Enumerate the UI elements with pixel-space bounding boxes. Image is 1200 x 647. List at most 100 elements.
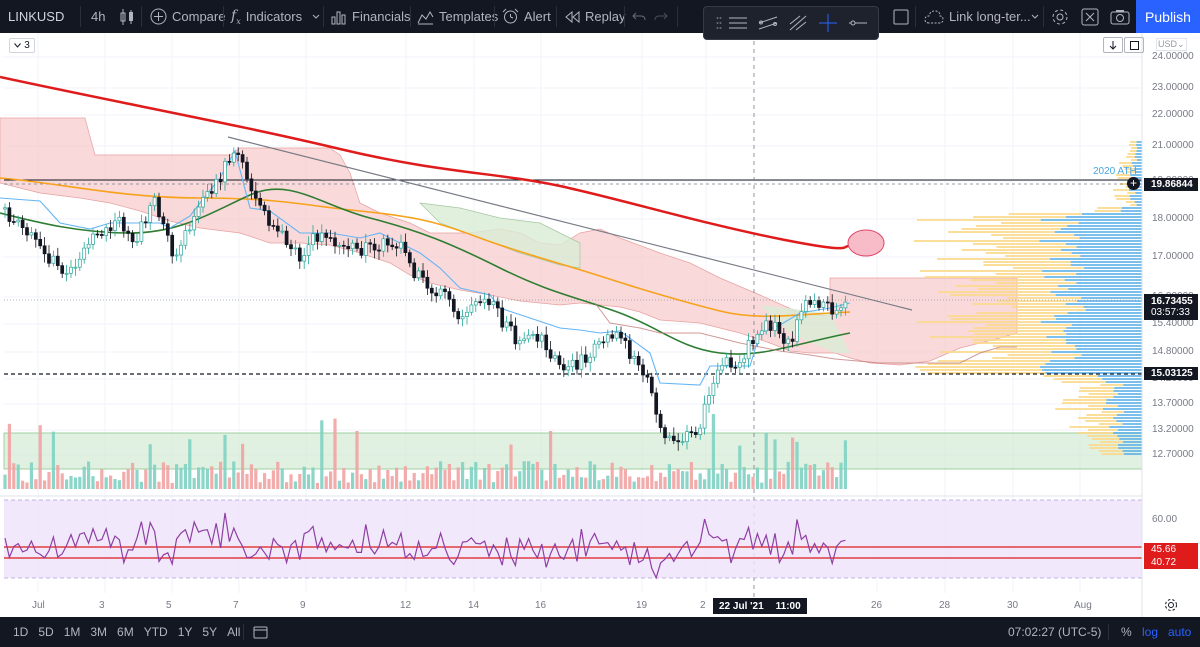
percent-toggle[interactable]: % xyxy=(1121,617,1132,647)
auto-toggle[interactable]: auto xyxy=(1168,617,1191,647)
range-button-1y[interactable]: 1Y xyxy=(177,625,193,639)
chevron-down-icon xyxy=(312,14,320,19)
volume-profile-bar xyxy=(1123,384,1142,386)
range-button-1m[interactable]: 1M xyxy=(63,625,81,639)
volume-bar xyxy=(439,461,443,489)
volume-profile-bar xyxy=(1040,219,1142,221)
time-axis-label: Jul xyxy=(32,600,45,611)
range-button-ytd[interactable]: YTD xyxy=(143,625,168,639)
range-button-6m[interactable]: 6M xyxy=(117,625,134,639)
horizontal-lines-tool[interactable] xyxy=(726,12,750,34)
layout-dropdown[interactable] xyxy=(1030,0,1040,33)
pitchfork-tool[interactable] xyxy=(786,12,810,34)
candle-body xyxy=(592,343,597,358)
candle-body xyxy=(38,238,43,247)
snapshot-button[interactable] xyxy=(1110,0,1130,33)
drag-handle[interactable] xyxy=(707,12,731,34)
volume-bar xyxy=(51,431,55,489)
volume-bar xyxy=(641,477,645,489)
templates-button[interactable]: Templates xyxy=(417,0,498,33)
volume-profile-bar xyxy=(1119,162,1132,164)
candle-body xyxy=(245,161,249,180)
volume-profile-bar xyxy=(1100,384,1124,386)
volume-bar xyxy=(179,467,183,489)
clock-label: 07:02:27 (UTC-5) xyxy=(1008,625,1102,639)
volume-profile-bar xyxy=(1122,423,1142,425)
divider xyxy=(624,6,625,27)
candle-body xyxy=(491,301,496,306)
volume-bar xyxy=(601,479,605,489)
alert-button[interactable]: Alert xyxy=(502,0,551,33)
range-button-3m[interactable]: 3M xyxy=(90,625,108,639)
crosshair-tool[interactable] xyxy=(816,12,840,34)
fullscreen-button[interactable] xyxy=(893,0,909,33)
chart-type-button[interactable] xyxy=(119,0,135,33)
chart-canvas[interactable] xyxy=(0,33,1200,617)
compare-label: Compare xyxy=(172,9,226,24)
date-ranges: 1D 5D 1M 3M 6M YTD 1Y 5Y All xyxy=(8,617,245,647)
chart-settings-button[interactable] xyxy=(1164,598,1178,617)
candle-body xyxy=(82,247,87,260)
volume-profile-bar xyxy=(1054,315,1142,317)
volume-bar xyxy=(522,461,526,489)
candle-body xyxy=(11,221,16,223)
indicators-button[interactable]: fx Indicators xyxy=(231,0,302,33)
volume-profile-bar xyxy=(1078,396,1114,398)
channel-tool[interactable] xyxy=(756,12,780,34)
volume-profile-bar xyxy=(995,348,1077,350)
log-toggle[interactable]: log xyxy=(1142,617,1158,647)
rsi-value-1: 45.66 xyxy=(1151,544,1177,555)
settings-button[interactable] xyxy=(1051,0,1069,33)
volume-bar xyxy=(434,467,438,489)
candle-body xyxy=(667,435,672,439)
volume-bar xyxy=(201,466,205,489)
legend-toggle[interactable]: 3 xyxy=(9,38,35,53)
volume-profile-bar xyxy=(1074,345,1142,347)
candle-body xyxy=(113,220,117,231)
volume-bar xyxy=(214,473,218,489)
time-axis-label: 19 xyxy=(636,600,648,611)
gear-icon xyxy=(1052,9,1068,24)
goto-date-button[interactable] xyxy=(253,617,268,647)
range-button-5y[interactable]: 5Y xyxy=(202,625,218,639)
horizontal-ray-tool[interactable] xyxy=(846,12,870,34)
add-alert-icon[interactable]: + xyxy=(1127,177,1140,190)
candle-body xyxy=(29,232,34,236)
volume-profile-bar xyxy=(1130,141,1137,143)
volume-profile-bar xyxy=(1070,264,1142,266)
volume-profile-bar xyxy=(1134,168,1142,170)
fullscreen-toggle-button[interactable] xyxy=(1081,0,1099,33)
range-button-1d[interactable]: 1D xyxy=(13,625,29,639)
volume-bar xyxy=(707,468,711,489)
volume-profile-bar xyxy=(1136,141,1142,143)
compare-button[interactable]: Compare xyxy=(150,0,225,33)
volume-profile-bar xyxy=(1117,435,1142,437)
volume-profile-bar xyxy=(1129,150,1137,152)
volume-bar xyxy=(329,471,333,489)
currency-selector[interactable]: USD⌄ xyxy=(1156,38,1187,51)
redo-button[interactable] xyxy=(654,0,668,33)
divider xyxy=(323,6,324,27)
scroll-down-button[interactable] xyxy=(1103,37,1123,53)
volume-profile-bar xyxy=(1097,207,1122,209)
interval-button[interactable]: 4h xyxy=(91,0,105,33)
reset-view-button[interactable] xyxy=(1124,37,1144,53)
volume-bar xyxy=(795,441,799,489)
financials-button[interactable]: Financials xyxy=(331,0,411,33)
layout-button[interactable]: Link long-ter... xyxy=(924,0,1031,33)
clock[interactable]: 07:02:27 (UTC-5) xyxy=(1008,617,1101,647)
symbol-search[interactable]: LINKUSD xyxy=(8,0,64,33)
publish-button[interactable]: Publish xyxy=(1136,0,1200,33)
candle-body xyxy=(196,206,201,217)
candle-body xyxy=(755,334,760,345)
indicators-dropdown[interactable] xyxy=(311,0,321,33)
volume-profile-bar xyxy=(1042,369,1142,371)
volume-profile-bar xyxy=(1078,417,1114,419)
volume-profile-bar xyxy=(1127,153,1136,155)
volume-bar xyxy=(588,461,592,489)
range-button-all[interactable]: All xyxy=(227,625,241,639)
undo-button[interactable] xyxy=(632,0,646,33)
volume-profile-bar xyxy=(1101,453,1124,455)
range-button-5d[interactable]: 5D xyxy=(38,625,54,639)
replay-button[interactable]: Replay xyxy=(564,0,625,33)
